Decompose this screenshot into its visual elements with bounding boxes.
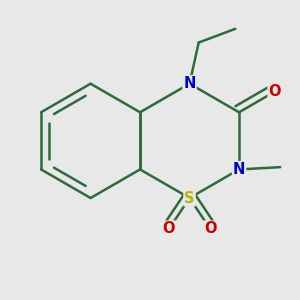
Text: N: N (233, 162, 245, 177)
Text: O: O (268, 84, 281, 99)
Text: S: S (184, 190, 195, 206)
Text: O: O (204, 221, 216, 236)
Text: N: N (183, 76, 196, 91)
Text: O: O (163, 221, 175, 236)
